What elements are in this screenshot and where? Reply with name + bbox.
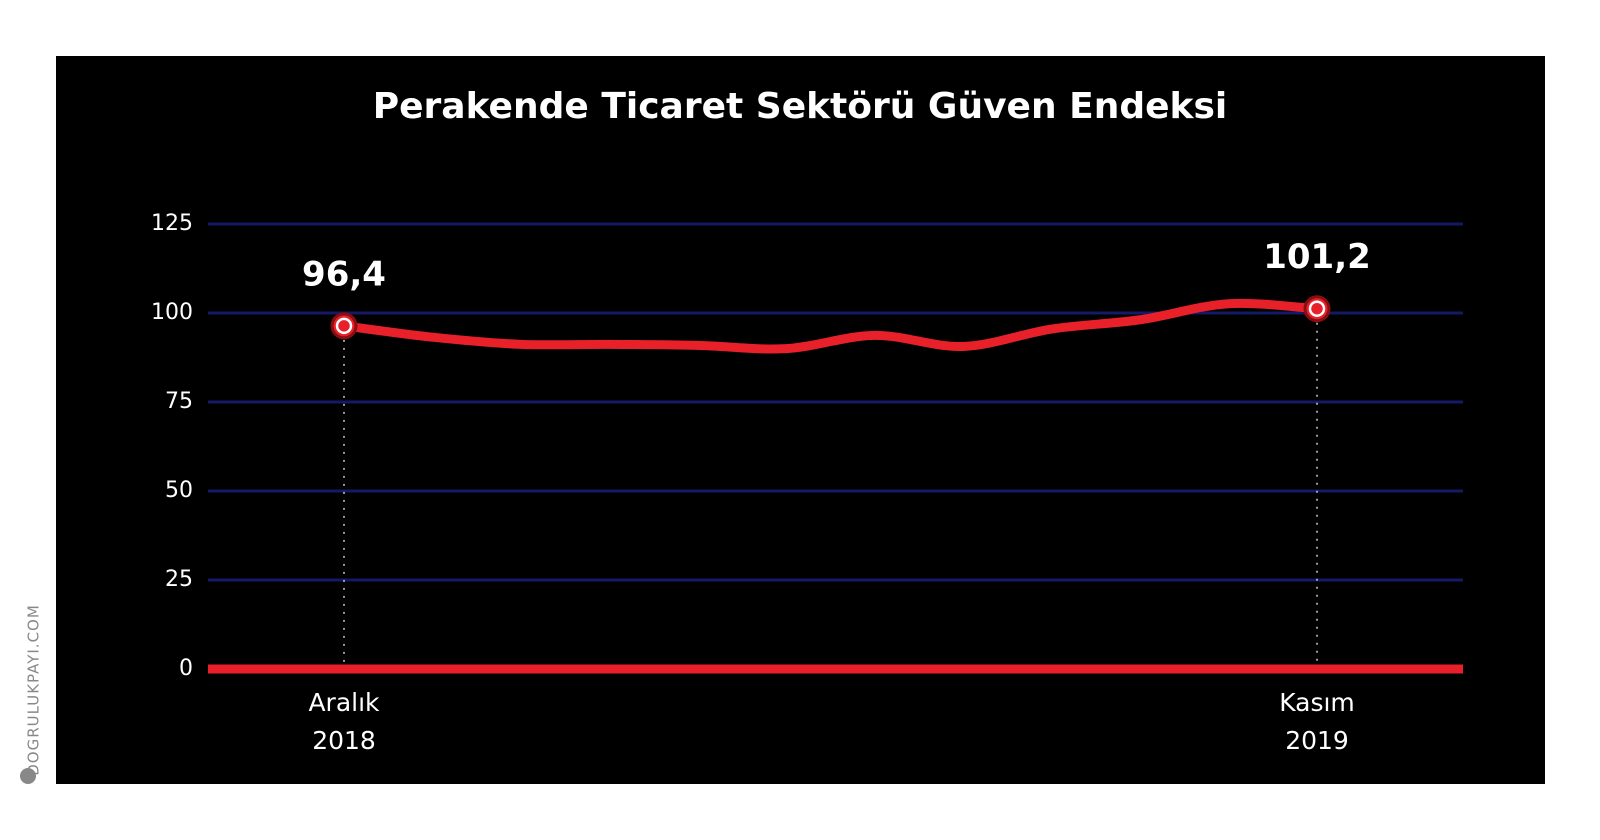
- panel: [56, 56, 1545, 784]
- point-marker: [1303, 295, 1331, 323]
- y-tick-label: 125: [151, 211, 193, 236]
- point-ring: [1308, 300, 1326, 317]
- y-tick-label: 50: [165, 478, 193, 503]
- value-label: 101,2: [1263, 237, 1371, 277]
- chart-title: Perakende Ticaret Sektörü Güven Endeksi: [373, 86, 1228, 127]
- y-tick-label: 0: [179, 656, 193, 681]
- x-tick-label: Aralık 2018: [308, 688, 380, 755]
- y-tick-label: 75: [165, 389, 193, 414]
- watermark-logo: [20, 768, 36, 784]
- point-ring: [335, 317, 353, 335]
- value-label: 96,4: [302, 254, 386, 294]
- data-line: [339, 298, 1322, 354]
- x-tick-label: Kasım 2019: [1279, 688, 1355, 755]
- y-tick-label: 25: [165, 567, 193, 592]
- watermark: DOGRULUKPAYI.COM: [25, 604, 43, 776]
- point-marker: [330, 312, 358, 340]
- y-tick-label: 100: [151, 300, 193, 325]
